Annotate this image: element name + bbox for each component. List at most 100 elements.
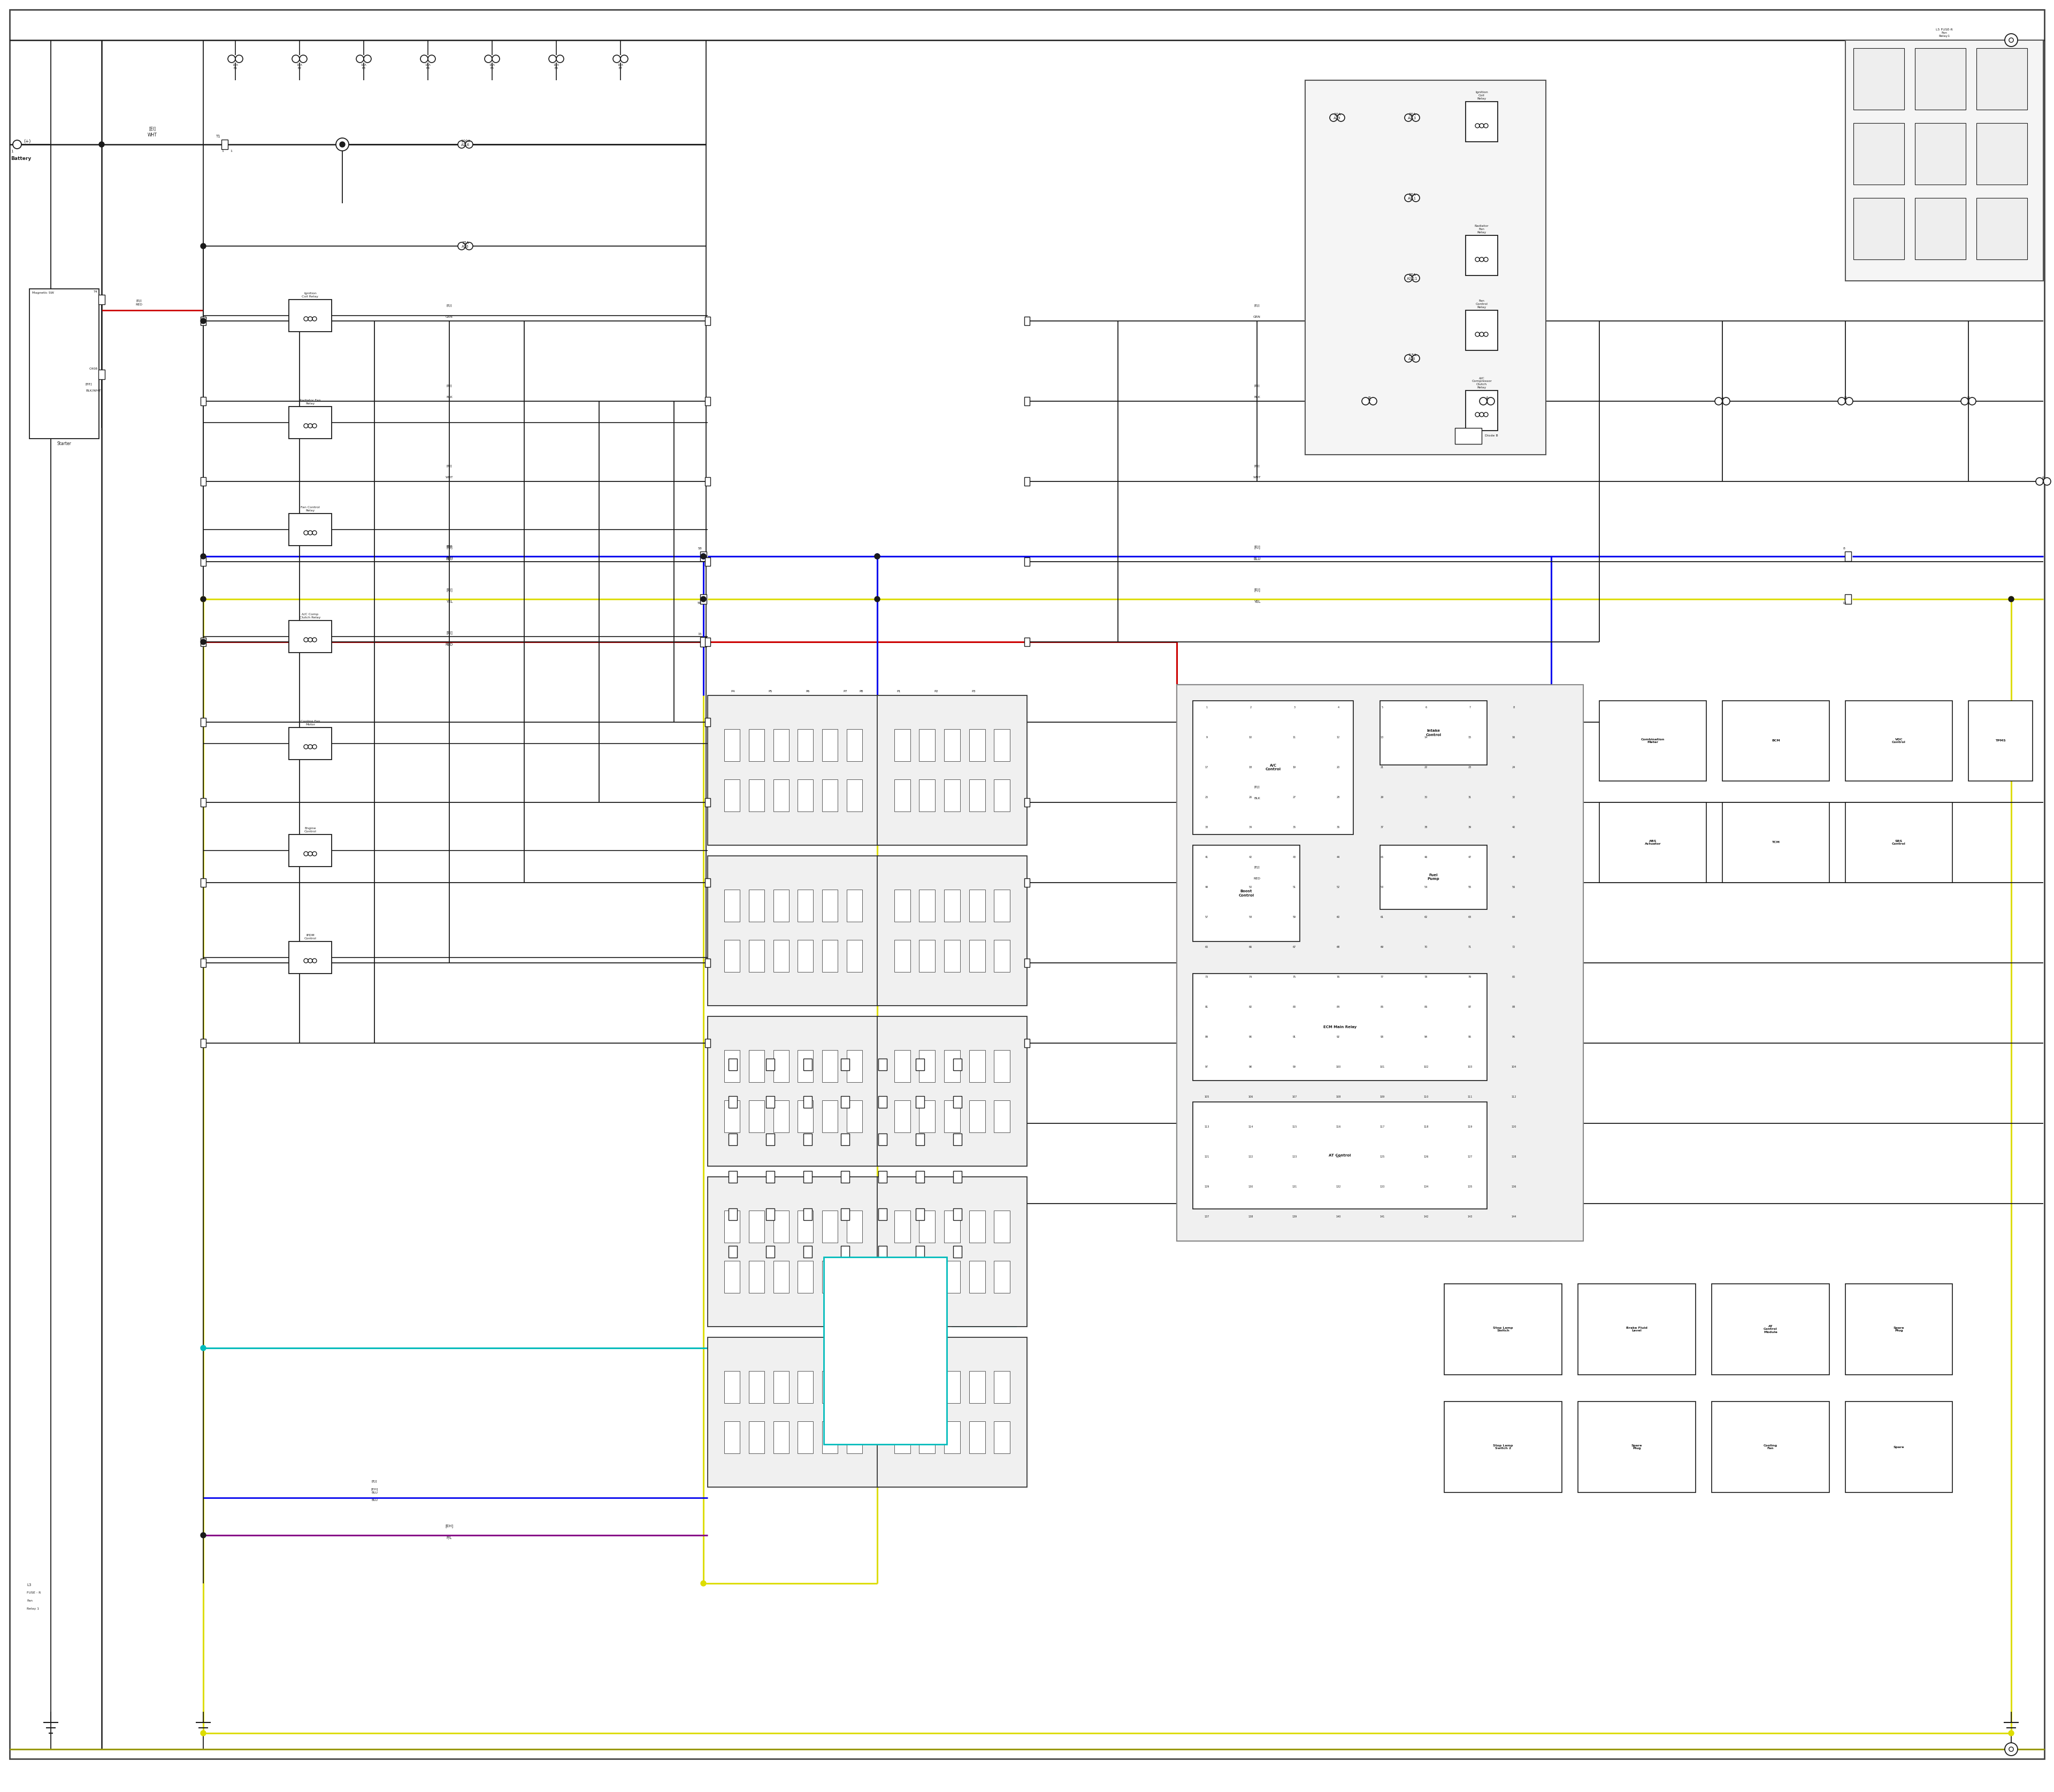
Bar <box>1413 1057 1440 1077</box>
Bar <box>1914 48 1966 109</box>
Text: BLK: BLK <box>1253 797 1261 799</box>
Bar <box>1325 1118 1352 1136</box>
Text: Magnetic SW: Magnetic SW <box>33 292 53 294</box>
Bar <box>1368 878 1397 898</box>
Bar <box>1456 728 1483 747</box>
Bar <box>1413 1027 1440 1047</box>
Bar <box>1368 1057 1397 1077</box>
Bar <box>1600 803 1707 883</box>
Bar <box>1577 1283 1697 1374</box>
Circle shape <box>300 56 306 63</box>
Text: 97: 97 <box>1206 1066 1208 1068</box>
Text: 31: 31 <box>1469 796 1471 799</box>
Bar <box>1444 1283 1561 1374</box>
Bar <box>953 1170 961 1183</box>
Bar <box>729 1134 737 1145</box>
Text: RED: RED <box>136 303 142 306</box>
Bar <box>994 1262 1011 1292</box>
Circle shape <box>2005 34 2017 47</box>
Bar <box>1914 197 1966 260</box>
Bar <box>1368 937 1397 957</box>
Bar <box>1413 937 1440 957</box>
Bar <box>750 780 764 812</box>
Text: 14: 14 <box>1423 737 1428 738</box>
Bar <box>1499 968 1528 987</box>
Bar <box>918 939 935 971</box>
Bar <box>725 1371 739 1403</box>
Circle shape <box>355 56 364 63</box>
Bar <box>1467 310 1497 351</box>
Bar <box>877 695 1027 846</box>
Text: 139: 139 <box>1292 1215 1296 1219</box>
Bar <box>893 1371 910 1403</box>
Bar <box>1368 1118 1397 1136</box>
Text: 128: 128 <box>1512 1156 1516 1158</box>
Text: 13: 13 <box>1380 737 1384 738</box>
Bar <box>1413 788 1440 806</box>
Bar <box>709 1337 879 1487</box>
Bar <box>729 1208 737 1220</box>
Text: [EH]: [EH] <box>446 1525 454 1529</box>
Bar <box>766 1245 774 1258</box>
Circle shape <box>458 242 466 249</box>
Bar <box>1380 701 1487 765</box>
Circle shape <box>308 959 312 962</box>
Circle shape <box>364 56 372 63</box>
Circle shape <box>2036 478 2044 486</box>
Text: Diode B: Diode B <box>1485 435 1497 437</box>
Text: 136: 136 <box>1512 1186 1516 1188</box>
Bar <box>1499 878 1528 898</box>
Circle shape <box>557 56 563 63</box>
Text: Radiator Fan
Relay: Radiator Fan Relay <box>300 400 320 405</box>
Bar <box>1193 878 1220 898</box>
Text: A
3: A 3 <box>1721 396 1723 403</box>
Bar <box>879 1170 887 1183</box>
Text: 67: 67 <box>1292 946 1296 948</box>
Circle shape <box>421 56 427 63</box>
Bar <box>1976 124 2027 185</box>
Bar <box>822 1262 838 1292</box>
Text: Battery: Battery <box>10 156 31 161</box>
Bar <box>994 1421 1011 1453</box>
Bar <box>709 1016 879 1167</box>
Bar <box>1193 998 1220 1016</box>
Bar <box>877 1016 1027 1167</box>
Bar <box>1280 788 1308 806</box>
Bar <box>846 1371 863 1403</box>
Bar <box>1237 909 1265 926</box>
Bar <box>1499 1118 1528 1136</box>
Bar <box>1193 701 1354 835</box>
Bar <box>1853 48 1904 109</box>
Bar <box>1499 1027 1528 1047</box>
Circle shape <box>201 1532 205 1538</box>
Text: 89: 89 <box>1206 1036 1208 1039</box>
Circle shape <box>1337 115 1345 122</box>
Bar <box>290 514 331 545</box>
Circle shape <box>201 597 205 602</box>
Bar <box>201 959 205 968</box>
Bar <box>1325 1088 1352 1107</box>
Bar <box>840 1170 850 1183</box>
Text: 21: 21 <box>1380 767 1384 769</box>
Text: 27: 27 <box>1292 796 1296 799</box>
Bar <box>824 1256 947 1444</box>
Circle shape <box>201 1346 205 1351</box>
Circle shape <box>2009 1731 2013 1736</box>
Text: 22: 22 <box>1423 767 1428 769</box>
Text: 10A
A29: 10A A29 <box>1333 113 1341 120</box>
Bar <box>893 780 910 812</box>
Bar <box>945 891 959 921</box>
Bar <box>994 780 1011 812</box>
Circle shape <box>201 319 205 324</box>
Text: 78: 78 <box>1423 977 1428 978</box>
Bar <box>1325 699 1352 717</box>
Bar <box>750 1211 764 1242</box>
Bar <box>1844 39 2044 281</box>
Text: 61: 61 <box>1380 916 1384 919</box>
Text: P7: P7 <box>842 690 846 694</box>
Text: WHT: WHT <box>148 133 158 138</box>
Text: 106: 106 <box>1249 1095 1253 1098</box>
Bar <box>1499 848 1528 867</box>
Bar <box>705 959 711 968</box>
Circle shape <box>304 851 308 857</box>
